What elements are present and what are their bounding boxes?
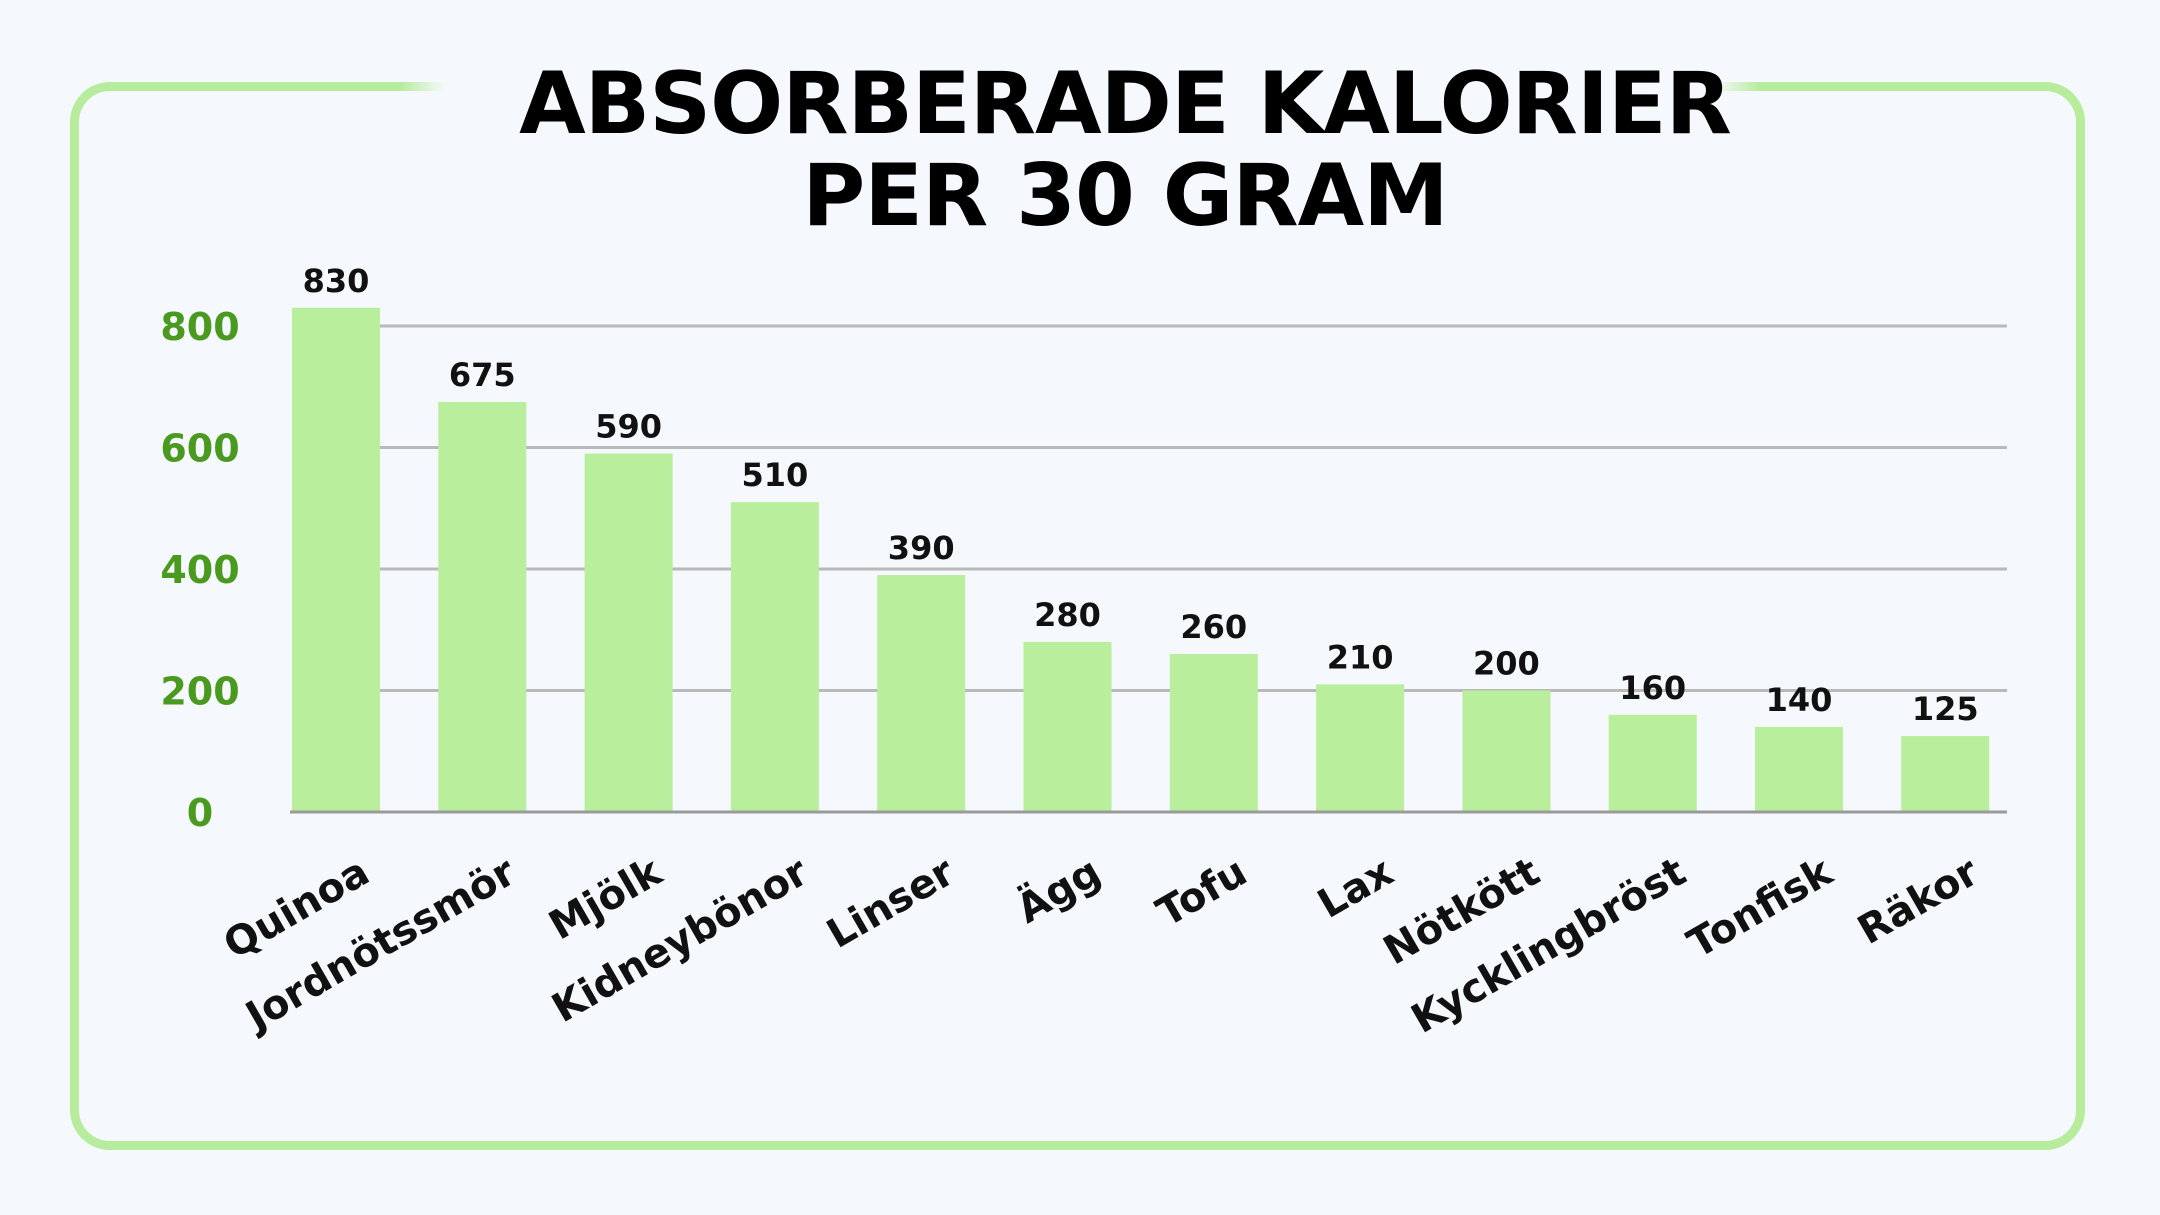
bar (877, 575, 966, 812)
bar (1901, 736, 1990, 812)
x-tick-label: Lax (1310, 849, 1401, 928)
y-tick-label: 800 (160, 305, 239, 349)
x-tick-label: Kidneybönor (544, 849, 816, 1032)
x-tick-label: Tonfisk (1680, 848, 1841, 968)
data-label: 510 (742, 456, 809, 494)
data-label: 390 (888, 529, 955, 567)
data-label: 260 (1180, 608, 1247, 646)
data-label: 160 (1619, 669, 1686, 707)
y-tick-label: 200 (160, 670, 239, 714)
data-label: 675 (449, 356, 516, 394)
data-label: 125 (1912, 690, 1979, 728)
data-label: 200 (1473, 645, 1540, 683)
x-tick-label: Räkor (1850, 849, 1986, 954)
y-tick-label: 0 (187, 791, 213, 835)
data-label: 590 (595, 408, 662, 446)
bar (438, 401, 527, 812)
y-tick-label: 400 (160, 548, 239, 592)
bar (1462, 690, 1551, 812)
x-tick-label: Tofu (1149, 849, 1255, 937)
bar (1608, 714, 1697, 812)
bar (292, 307, 380, 812)
x-tick-label: Ägg (1008, 847, 1108, 933)
data-label: 140 (1766, 681, 1833, 719)
chart-title-line-1: ABSORBERADE KALORIER (519, 54, 1732, 154)
y-tick-label: 600 (160, 427, 239, 471)
bar (1316, 684, 1405, 812)
data-label: 830 (303, 262, 370, 300)
chart-title-line-2: PER 30 GRAM (802, 146, 1449, 246)
chart-title: ABSORBERADE KALORIER PER 30 GRAM (380, 58, 1870, 242)
x-tick-label: Linser (819, 849, 962, 958)
bar (584, 453, 673, 812)
bar (1755, 726, 1843, 812)
data-label: 210 (1327, 638, 1394, 676)
title-backdrop (400, 50, 1760, 100)
data-label: 280 (1034, 596, 1101, 634)
bar (1169, 654, 1258, 812)
bar (1023, 641, 1112, 812)
bar (730, 502, 819, 812)
